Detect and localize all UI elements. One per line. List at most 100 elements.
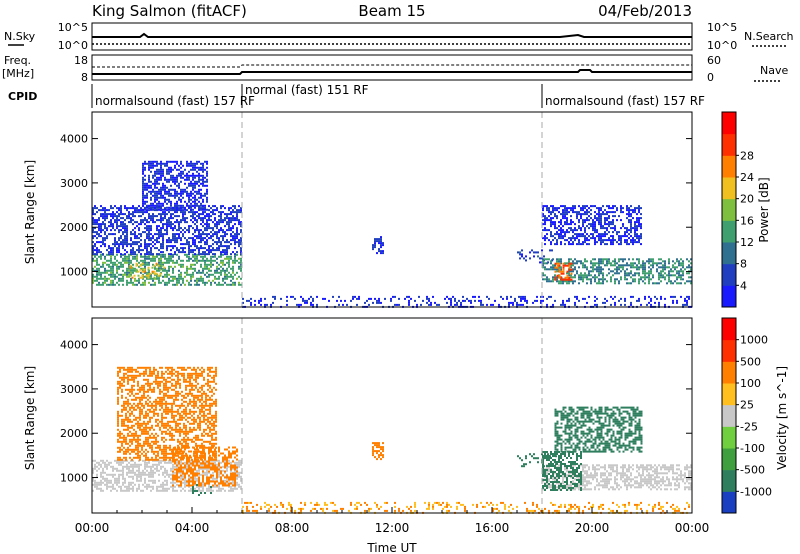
heatmap-cell	[236, 251, 238, 254]
heatmap-cell	[140, 245, 142, 248]
heatmap-cell	[129, 408, 131, 411]
heatmap-cell	[584, 219, 586, 222]
heatmap-cell	[568, 262, 571, 265]
heatmap-cell	[550, 219, 552, 222]
heatmap-cell	[236, 237, 238, 240]
cpid-segment-1: normalsound (fast) 157 RF	[95, 94, 255, 108]
heatmap-cell	[208, 478, 210, 481]
heatmap-cell	[126, 215, 128, 218]
heatmap-cell	[148, 213, 150, 216]
heatmap-cell	[690, 266, 692, 269]
heatmap-cell	[636, 268, 638, 271]
heatmap-cell	[178, 164, 180, 167]
heatmap-cell	[100, 465, 102, 468]
heatmap-cell	[133, 418, 135, 421]
heatmap-cell	[208, 489, 210, 492]
heatmap-cell	[190, 168, 192, 171]
heatmap-cell	[176, 279, 178, 282]
heatmap-cell	[129, 378, 131, 381]
heatmap-cell	[234, 253, 236, 256]
heatmap-cell	[216, 470, 218, 473]
heatmap-cell	[190, 162, 192, 165]
heatmap-cell	[602, 258, 604, 261]
heatmap-cell	[204, 471, 206, 474]
heatmap-cell	[584, 258, 586, 261]
heatmap-cell	[184, 275, 186, 278]
heatmap-cell	[204, 227, 206, 230]
heatmap-cell	[650, 297, 652, 300]
heatmap-cell	[224, 251, 226, 254]
heatmap-cell	[136, 221, 138, 224]
heatmap-cell	[232, 450, 234, 453]
heatmap-cell	[662, 266, 664, 269]
heatmap-cell	[521, 253, 523, 256]
heatmap-cell	[196, 259, 198, 262]
heatmap-cell	[132, 253, 134, 256]
heatmap-cell	[226, 481, 228, 484]
heatmap-cell	[110, 257, 112, 260]
heatmap-cell	[212, 235, 214, 238]
heatmap-cell	[594, 227, 596, 230]
heatmap-cell	[204, 168, 206, 171]
heatmap-cell	[174, 239, 176, 242]
heatmap-cell	[640, 278, 642, 281]
heatmap-cell	[94, 227, 96, 230]
heatmap-cell	[650, 264, 652, 267]
heatmap-cell	[562, 229, 564, 232]
heatmap-cell	[574, 303, 576, 306]
heatmap-cell	[562, 209, 564, 212]
heatmap-cell	[234, 219, 236, 222]
heatmap-cell	[156, 241, 158, 244]
heatmap-cell	[302, 299, 304, 302]
heatmap-cell	[128, 243, 130, 246]
heatmap-cell	[610, 221, 612, 224]
heatmap-cell	[408, 303, 410, 306]
heatmap-cell	[190, 267, 192, 270]
heatmap-cell	[684, 282, 686, 285]
heatmap-cell	[98, 235, 100, 238]
heatmap-cell	[132, 467, 134, 470]
heatmap-cell	[220, 271, 222, 274]
heatmap-cell	[160, 255, 162, 258]
heatmap-cell	[178, 275, 180, 278]
heatmap-cell	[622, 260, 624, 263]
heatmap-cell	[119, 382, 121, 385]
heatmap-cell	[131, 386, 133, 389]
heatmap-cell	[172, 176, 174, 179]
heatmap-cell	[144, 247, 146, 250]
heatmap-cell	[117, 386, 119, 389]
heatmap-cell	[172, 233, 174, 236]
heatmap-cell	[210, 462, 212, 465]
heatmap-cell	[150, 259, 152, 262]
heatmap-cell	[224, 217, 226, 220]
heatmap-cell	[612, 215, 614, 218]
heatmap-cell	[190, 456, 192, 459]
heatmap-cell	[634, 278, 636, 281]
heatmap-cell	[135, 368, 137, 371]
heatmap-cell	[142, 267, 144, 270]
heatmap-cell	[94, 213, 96, 216]
heatmap-cell	[584, 211, 586, 214]
heatmap-cell	[131, 388, 133, 391]
heatmap-cell	[120, 263, 122, 266]
heatmap-cell	[232, 472, 234, 475]
heatmap-cell	[232, 479, 234, 482]
heatmap-cell	[670, 274, 672, 277]
heatmap-cell	[576, 229, 578, 232]
heatmap-cell	[522, 295, 524, 298]
heatmap-cell	[152, 279, 154, 282]
heatmap-cell	[656, 270, 658, 273]
heatmap-cell	[164, 281, 166, 284]
heatmap-cell	[570, 219, 572, 222]
heatmap-cell	[196, 180, 198, 183]
heatmap-cell	[152, 263, 154, 266]
heatmap-cell	[178, 221, 180, 224]
heatmap-cell	[630, 231, 632, 234]
heatmap-cell	[176, 200, 178, 203]
heatmap-cell	[234, 241, 236, 244]
heatmap-cell	[123, 424, 125, 427]
heatmap-cell	[125, 440, 127, 443]
heatmap-cell	[131, 374, 133, 377]
heatmap-cell	[146, 271, 148, 274]
heatmap-cell	[230, 283, 232, 286]
